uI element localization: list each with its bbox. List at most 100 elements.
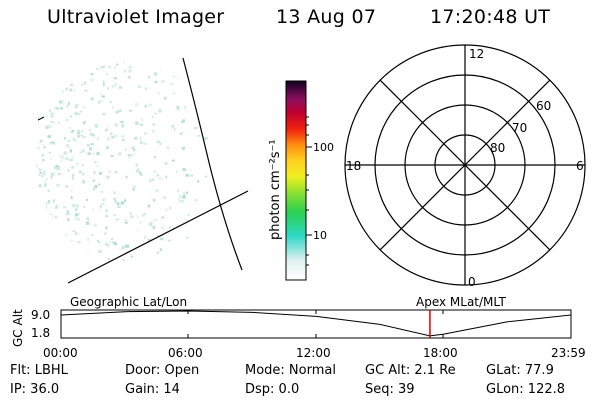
- emission-pixel: [77, 134, 81, 138]
- emission-pixel: [50, 112, 54, 115]
- emission-pixel: [41, 175, 44, 178]
- door-readout: Door: Open: [125, 363, 200, 378]
- emission-pixel: [156, 251, 160, 255]
- emission-pixel: [36, 223, 40, 227]
- emission-pixel: [49, 141, 52, 145]
- mlat-label-70: 70: [512, 121, 527, 135]
- emission-pixel: [73, 247, 76, 250]
- emission-pixel: [59, 100, 62, 104]
- emission-pixel: [41, 154, 44, 157]
- emission-pixel: [111, 135, 115, 139]
- emission-pixel: [102, 79, 105, 83]
- emission-pixel: [86, 198, 89, 201]
- y-tick-high: 9.0: [31, 308, 51, 322]
- emission-pixel: [109, 132, 113, 136]
- emission-pixel: [111, 85, 115, 88]
- emission-pixel: [48, 70, 50, 73]
- colorbar-label: photon cm⁻²s⁻¹: [268, 139, 283, 240]
- gc-alt-axis-title: GC Alt: [11, 309, 25, 347]
- emission-pixel: [163, 196, 167, 199]
- emission-pixel: [187, 213, 190, 216]
- emission-pixel: [74, 232, 78, 236]
- emission-pixel: [40, 212, 45, 214]
- emission-pixel: [154, 112, 158, 115]
- emission-pixel: [152, 123, 156, 126]
- emission-pixel: [181, 120, 184, 124]
- emission-pixel: [45, 108, 48, 112]
- emission-pixel: [44, 183, 47, 187]
- emission-pixel: [44, 206, 48, 210]
- emission-pixel: [154, 80, 158, 84]
- image-time: 17:20:48 UT: [430, 6, 551, 28]
- emission-pixel: [75, 104, 79, 107]
- emission-pixel: [50, 103, 53, 107]
- emission-pixel: [106, 127, 109, 130]
- emission-pixel: [83, 205, 86, 208]
- emission-pixel: [138, 168, 140, 172]
- emission-pixel: [156, 140, 160, 143]
- emission-pixel: [124, 244, 128, 248]
- emission-pixel: [136, 215, 139, 219]
- emission-pixel: [148, 76, 150, 79]
- emission-pixel: [91, 234, 94, 237]
- emission-pixel: [70, 83, 74, 86]
- emission-pixel: [52, 173, 56, 177]
- emission-pixel: [121, 134, 125, 138]
- emission-pixel: [105, 243, 109, 246]
- emission-pixel: [199, 243, 203, 246]
- emission-pixel: [114, 135, 118, 137]
- emission-pixel: [36, 164, 39, 168]
- emission-pixel: [141, 214, 144, 217]
- emission-pixel: [45, 177, 49, 180]
- colorbar-tick-100: 100: [313, 141, 334, 154]
- emission-pixel: [108, 258, 111, 262]
- emission-pixel: [108, 170, 111, 173]
- emission-pixel: [72, 173, 75, 177]
- emission-pixel: [45, 202, 49, 206]
- emission-pixel: [76, 130, 81, 133]
- emission-pixel: [47, 253, 50, 257]
- emission-pixel: [81, 164, 84, 167]
- emission-pixel: [89, 132, 93, 136]
- emission-pixel: [40, 66, 44, 68]
- emission-pixel: [45, 125, 49, 129]
- emission-pixel: [65, 87, 68, 91]
- emission-pixel: [77, 132, 81, 135]
- emission-pixel: [193, 127, 198, 129]
- emission-pixel: [182, 195, 186, 199]
- emission-pixel: [74, 62, 77, 65]
- emission-pixel: [44, 115, 48, 119]
- emission-pixel: [104, 232, 107, 235]
- emission-pixel: [41, 213, 45, 217]
- emission-pixel: [77, 240, 81, 243]
- emission-pixel: [119, 109, 122, 113]
- emission-pixel: [78, 170, 82, 174]
- emission-pixel: [176, 107, 180, 111]
- emission-pixel: [161, 80, 165, 83]
- emission-pixel: [77, 217, 80, 221]
- emission-pixel: [133, 148, 136, 152]
- emission-pixel: [186, 236, 190, 241]
- emission-pixel: [38, 196, 41, 199]
- emission-pixel: [54, 215, 57, 219]
- emission-pixel: [38, 168, 42, 171]
- emission-pixel: [161, 226, 165, 230]
- emission-pixel: [51, 81, 54, 85]
- emission-pixel: [58, 121, 60, 124]
- emission-pixel: [81, 84, 83, 86]
- emission-pixel: [44, 180, 47, 184]
- emission-pixel: [65, 245, 67, 248]
- emission-pixel: [197, 135, 201, 137]
- emission-pixel: [123, 62, 125, 63]
- emission-pixel: [67, 257, 70, 260]
- emission-pixel: [54, 73, 58, 76]
- emission-pixel: [64, 137, 66, 140]
- emission-pixel: [51, 90, 53, 94]
- emission-pixel: [113, 197, 116, 200]
- colorbar-tick-10: 10: [313, 229, 327, 242]
- x-tick-0000: 00:00: [43, 346, 78, 360]
- emission-pixel: [165, 175, 168, 178]
- emission-pixel: [67, 169, 70, 172]
- emission-pixel: [65, 119, 68, 122]
- emission-pixel: [67, 140, 71, 142]
